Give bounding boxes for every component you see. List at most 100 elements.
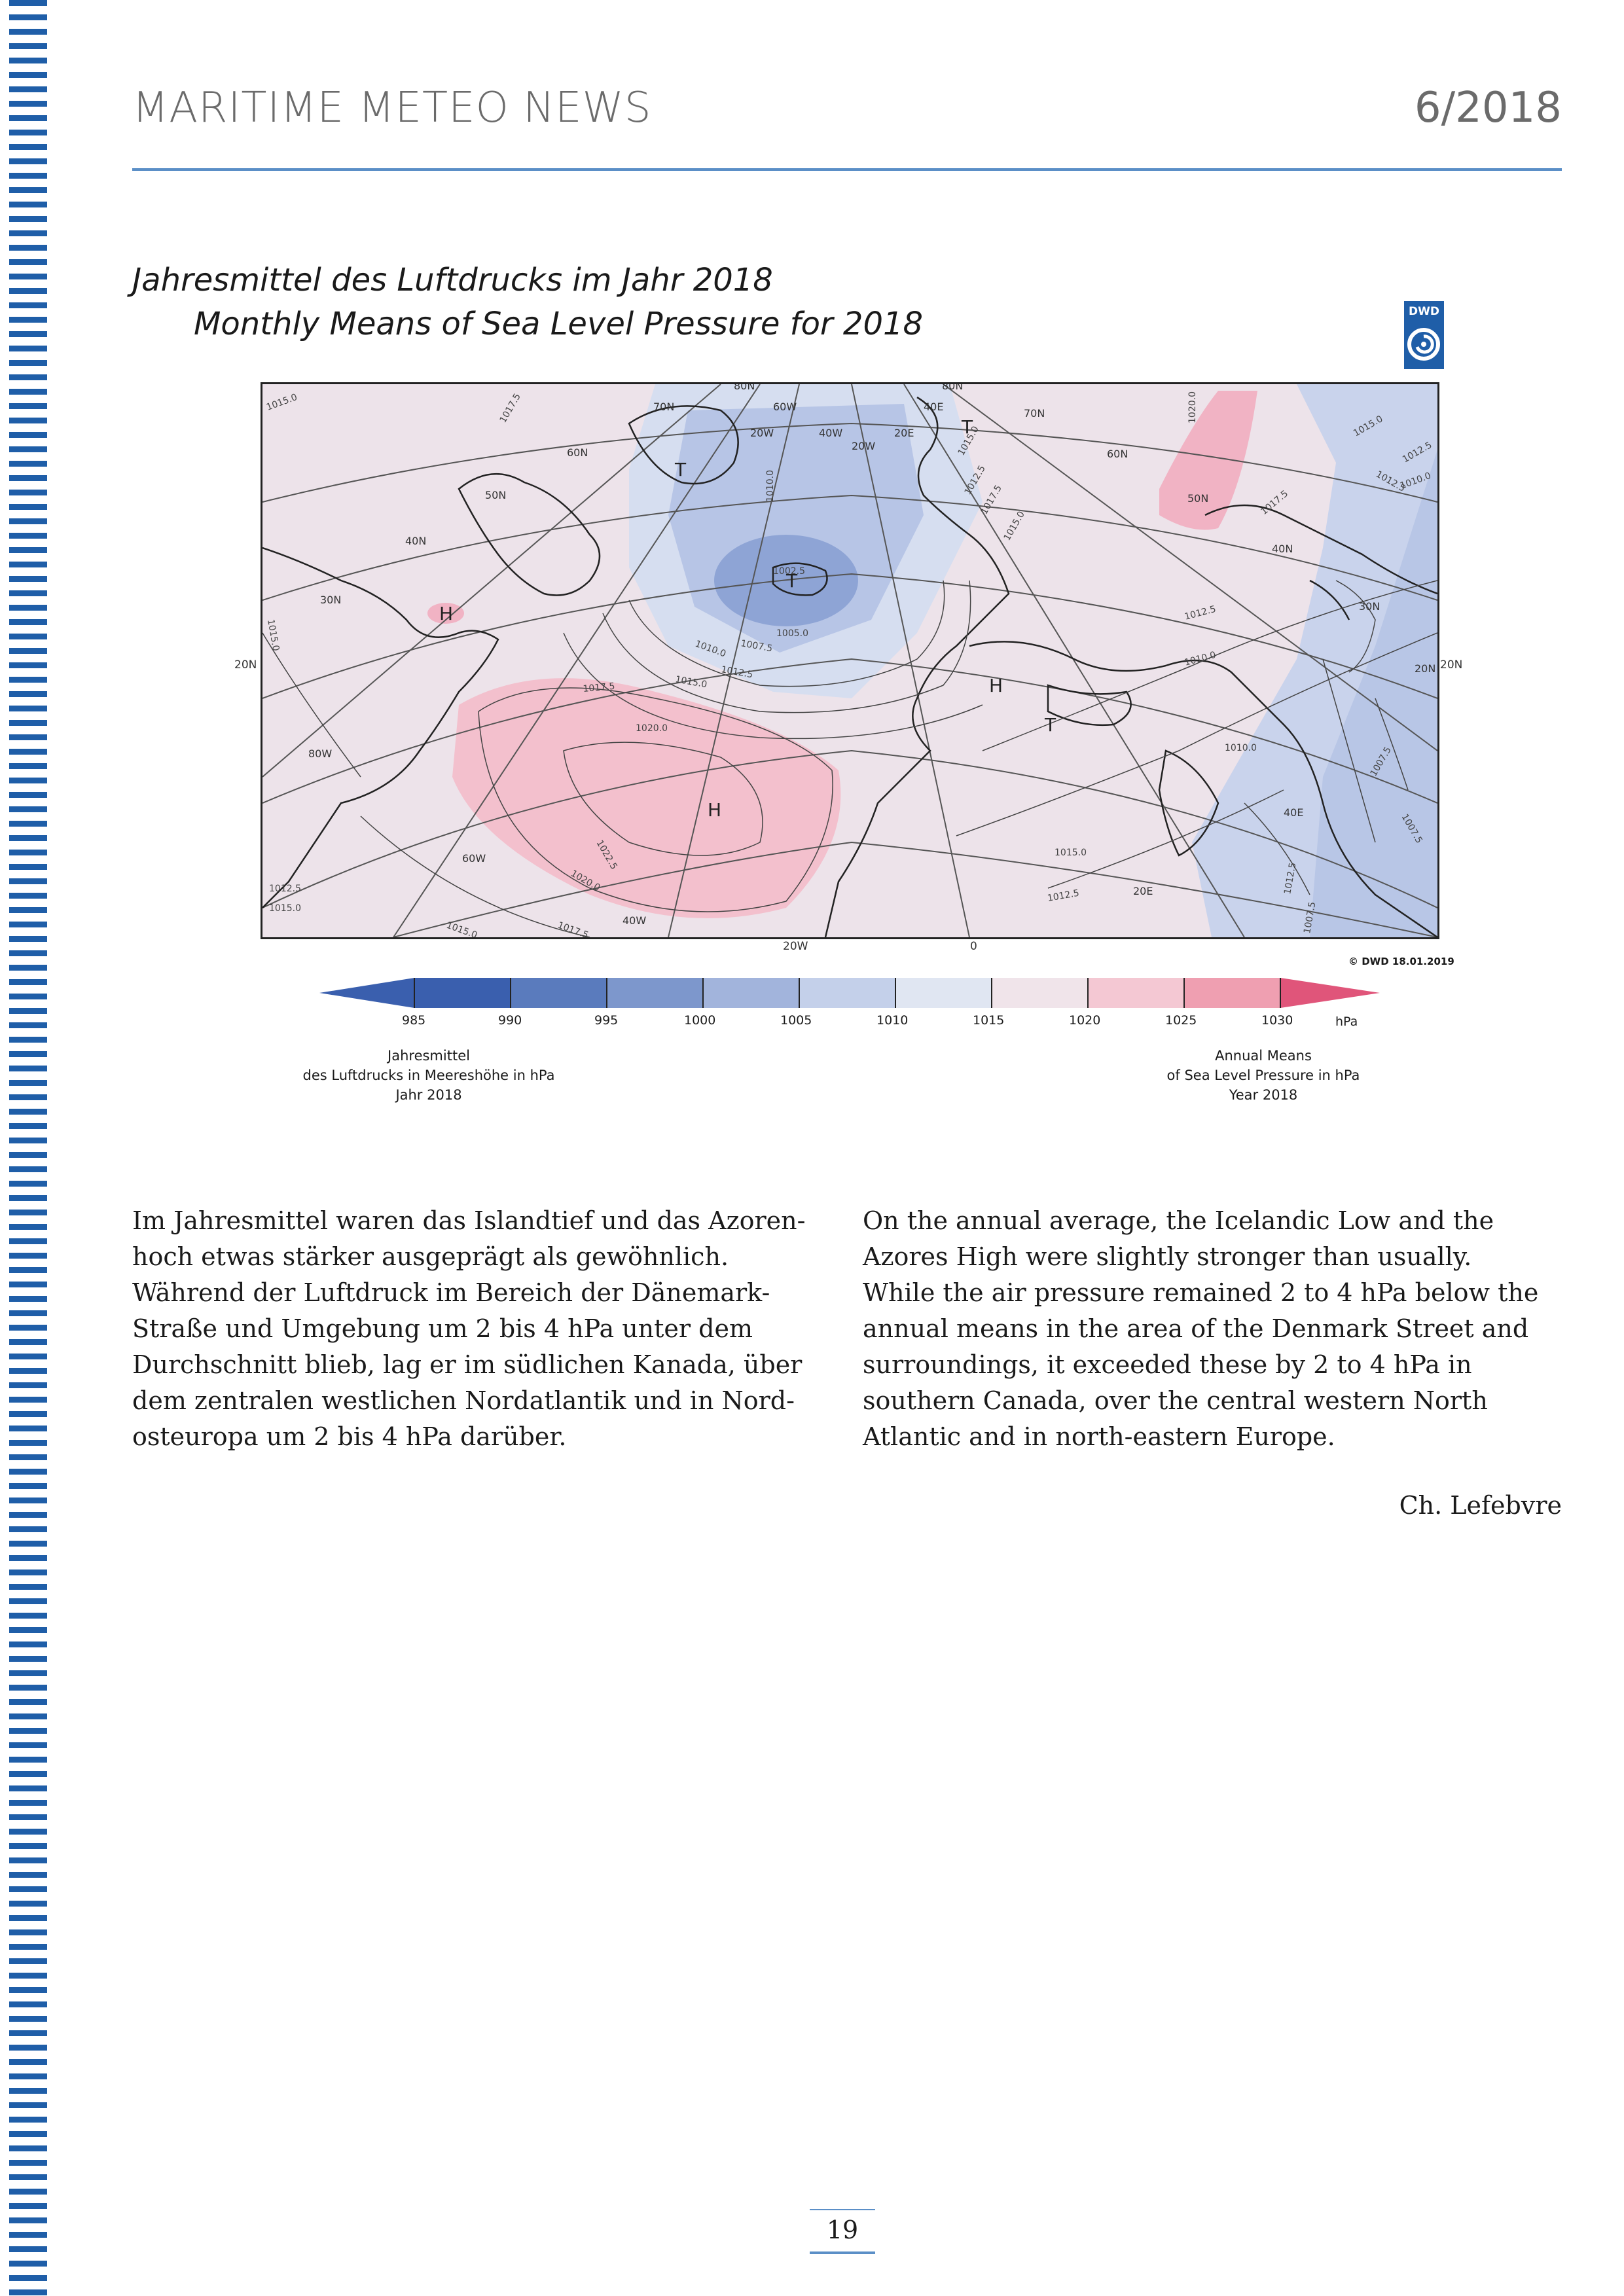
legend-caption-german: Jahresmittel des Luftdrucks in Meereshöh… (275, 1046, 583, 1105)
colorbar-segment (1088, 978, 1184, 1008)
lat-label: 40N (1272, 543, 1293, 555)
longitude-labels: 80W 60W 40W 20W 40W 20E 40E 20E 40E 60W … (308, 401, 1303, 927)
pressure-map: H T T T H T H 80N 70N 60N 50N 40N 30N 80… (261, 382, 1439, 939)
colorbar-tick-label: 1025 (1165, 1013, 1197, 1028)
lat-label: 50N (1187, 492, 1208, 505)
author-name: Ch. Lefebvre (1399, 1491, 1562, 1520)
lon-label: 40W (623, 914, 646, 927)
edge-label-0-bottom: 0 (970, 940, 977, 953)
isobar-label: 1020.0 (1187, 391, 1198, 423)
lat-label: 20N (1415, 662, 1435, 675)
lat-label: 60N (1107, 448, 1128, 460)
issue-number: 6/2018 (1414, 84, 1562, 132)
edge-label-20n-right: 20N (1440, 658, 1463, 672)
graticule (262, 384, 1437, 937)
centre-label: T (961, 416, 973, 438)
isobar-label: 1020.0 (636, 723, 668, 734)
lat-label: 80N (942, 384, 963, 392)
coastlines (262, 396, 1437, 937)
page-number: 19 (826, 2215, 859, 2244)
lat-label: 70N (653, 401, 674, 413)
isobar-label: 1017.5 (583, 681, 615, 694)
lon-label: 40W (819, 427, 842, 439)
legend-caption-german-text: Jahresmittel des Luftdrucks in Meereshöh… (302, 1048, 555, 1103)
pressure-map-svg: H T T T H T H 80N 70N 60N 50N 40N 30N 80… (262, 384, 1437, 937)
map-credit: © DWD 18.01.2019 (1348, 956, 1454, 967)
centre-label: H (989, 675, 1003, 696)
edge-label-20w-bottom: 20W (783, 940, 808, 953)
colorbar-tick-label: 1010 (876, 1013, 909, 1028)
colorbar-tick-label: 1000 (684, 1013, 716, 1028)
high-pressure-northeast (1159, 391, 1257, 530)
lon-label: 40E (1284, 806, 1303, 819)
lat-label: 30N (1359, 600, 1380, 613)
header-divider (132, 168, 1562, 171)
lat-label: 60N (567, 446, 588, 459)
colorbar-tick-label: 985 (402, 1013, 426, 1028)
colorbar-segment (414, 978, 511, 1008)
lon-label: 80W (308, 747, 332, 760)
decorative-stripes (9, 0, 47, 2296)
colorbar-tick-label: 1005 (780, 1013, 812, 1028)
dwd-logo-text: DWD (1409, 305, 1439, 318)
dwd-logo: DWD (1404, 301, 1444, 369)
lat-label: 40N (405, 535, 426, 547)
paragraph-english: On the annual average, the Icelandic Low… (863, 1206, 1539, 1451)
lon-label: 60W (773, 401, 797, 413)
article-text-english: On the annual average, the Icelandic Low… (863, 1203, 1543, 1455)
centre-label: H (439, 603, 453, 624)
figure-title-english: Monthly Means of Sea Level Pressure for … (194, 306, 924, 342)
colorbar-tick-label: 1020 (1069, 1013, 1101, 1028)
isobars (262, 580, 1437, 937)
lat-label: 70N (1024, 407, 1045, 420)
colorbar-segment (511, 978, 607, 1008)
pressure-centres: H T T T H T H (439, 416, 1056, 821)
colorbar-segment (607, 978, 703, 1008)
page-number-rule (810, 2251, 875, 2254)
lon-label: 20E (894, 427, 914, 439)
lat-label: 50N (485, 489, 506, 501)
legend-caption-english-text: Annual Means of Sea Level Pressure in hP… (1166, 1048, 1360, 1103)
centre-label: T (785, 570, 798, 592)
lon-label: 20W (750, 427, 774, 439)
colorbar-unit: hPa (1335, 1014, 1358, 1029)
colorbar-arrow-high (1280, 978, 1380, 1008)
isobar-label: 1010.0 (765, 470, 776, 502)
lon-label: 60W (462, 852, 486, 865)
legend-caption-english: Annual Means of Sea Level Pressure in hP… (1113, 1046, 1414, 1105)
paragraph-german: Im Jahresmittel waren das Islandtief und… (132, 1206, 806, 1451)
isobar-label: 1012.5 (269, 884, 301, 894)
colorbar-segment (703, 978, 799, 1008)
isobar-label: 1015.0 (1055, 848, 1087, 858)
colorbar-ticks (414, 978, 1281, 1008)
colorbar (319, 978, 1380, 1008)
centre-label: T (674, 459, 687, 480)
colorbar-arrow-low (319, 978, 414, 1008)
lon-label: 40E (924, 401, 943, 413)
colorbar-segment (895, 978, 992, 1008)
isobar-label: 1010.0 (1225, 743, 1257, 753)
colorbar-segment (992, 978, 1088, 1008)
figure-title-german: Jahresmittel des Luftdrucks im Jahr 2018 (132, 262, 773, 298)
lon-label: 20E (1133, 885, 1153, 897)
low-pressure-east-deep (1310, 450, 1437, 937)
high-pressure-small-west (427, 603, 464, 624)
colorbar-tick-label: 1015 (973, 1013, 1005, 1028)
colorbar-segment (799, 978, 895, 1008)
colorbar-tick-label: 995 (594, 1013, 619, 1028)
colorbar-tick-label: 990 (498, 1013, 522, 1028)
article-text-german: Im Jahresmittel waren das Islandtief und… (132, 1203, 813, 1455)
isobar-label: 1015.0 (269, 903, 301, 914)
centre-label: T (1044, 714, 1056, 736)
isobar-label: 1002.5 (773, 566, 805, 577)
isobar-label: 1005.0 (776, 628, 808, 639)
lon-label: 20W (852, 440, 875, 452)
swirl-icon (1407, 328, 1440, 361)
latitude-labels: 80N 70N 60N 50N 40N 30N 80N 70N 60N 50N … (320, 384, 1435, 675)
lat-label: 80N (734, 384, 755, 392)
lat-label: 30N (320, 594, 341, 606)
edge-label-20n-left: 20N (234, 658, 257, 672)
azores-high (452, 678, 841, 918)
publication-title: MARITIME METEO NEWS (132, 84, 652, 132)
colorbar-segment (1184, 978, 1280, 1008)
